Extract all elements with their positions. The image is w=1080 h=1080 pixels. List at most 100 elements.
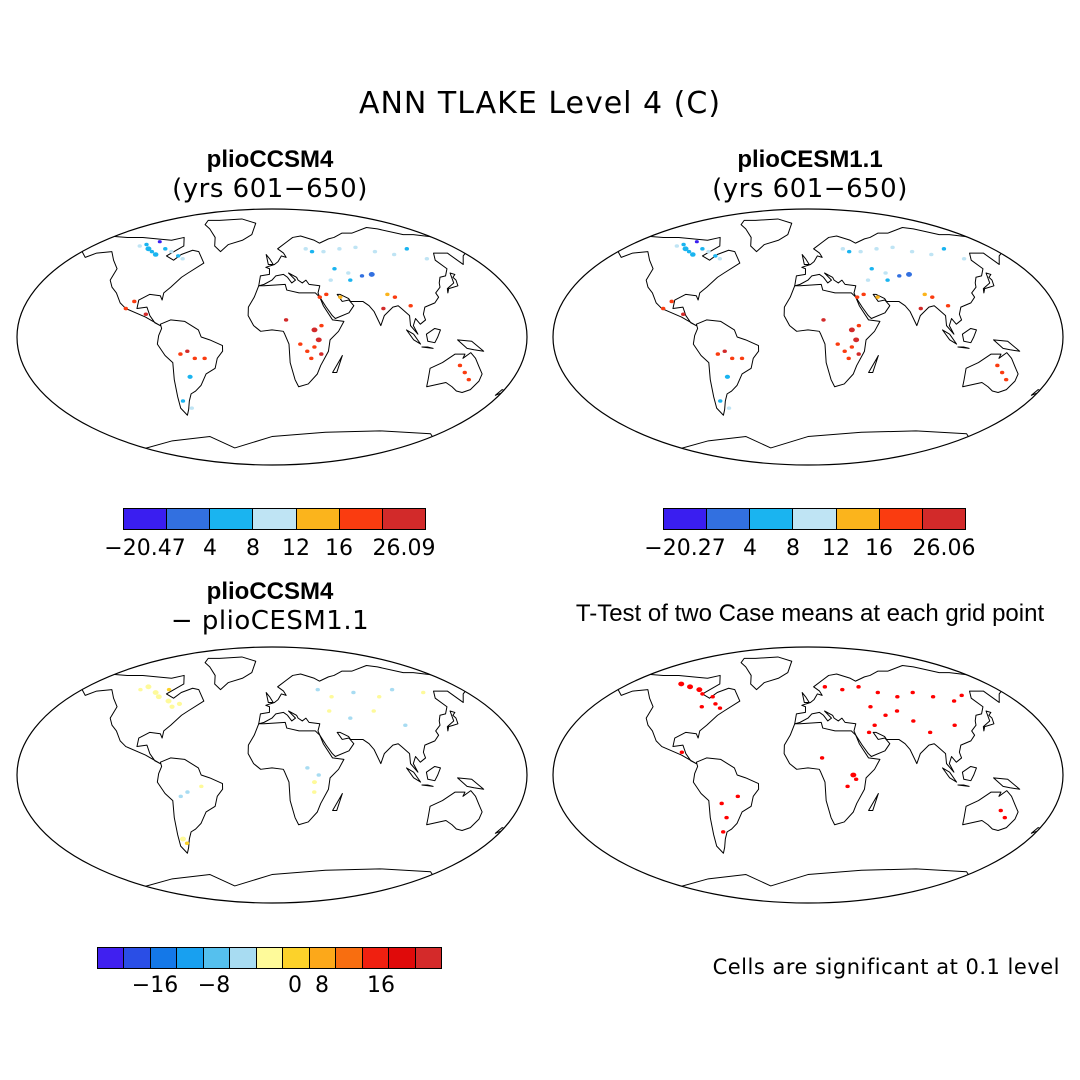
coastline (794, 664, 1005, 773)
coastline (639, 868, 977, 903)
coastline (993, 777, 1021, 790)
significance-note: Cells are significant at 0.1 level (712, 955, 1060, 979)
lake-cell (392, 295, 398, 299)
lake-cell (332, 266, 337, 271)
colorbar-swatch (922, 509, 965, 529)
lake-cell (391, 252, 397, 257)
lake-cell (328, 278, 333, 282)
panel-3-title: plioCCSM4 (206, 578, 334, 605)
colorbar-tick-label: −8 (197, 973, 231, 998)
lake-cell (424, 257, 430, 261)
lake-cell (909, 249, 915, 254)
lake-cell (312, 790, 317, 794)
colorbar-tick-label: 12 (282, 536, 310, 561)
map-frame (17, 647, 527, 903)
lake-cell (961, 257, 967, 261)
coastline (957, 784, 970, 787)
lake-cell (348, 716, 353, 720)
colorbar-tick-label: 8 (786, 536, 800, 561)
lake-cell (895, 695, 900, 699)
lake-cell (845, 784, 850, 789)
lake-cell (719, 801, 724, 806)
lake-cell (166, 687, 172, 692)
lake-cell (726, 406, 732, 410)
lake-cell (821, 318, 826, 322)
lake-cell (123, 306, 129, 311)
lake-cell (927, 730, 933, 735)
lake-cell (311, 327, 318, 333)
colorbar-tick-label: −20.27 (644, 536, 726, 561)
coastline (425, 327, 441, 344)
panel-3-map (16, 646, 528, 904)
lake-cell (457, 363, 463, 368)
panel-3-subtitle: − plioCESM1.1 (170, 606, 370, 636)
lake-cell (995, 363, 1000, 368)
coastline (639, 430, 977, 465)
coastline (421, 784, 434, 787)
lake-cell (706, 249, 711, 254)
colorbar-swatch (253, 509, 297, 529)
map-frame (553, 209, 1063, 465)
coastline (265, 692, 274, 703)
coastline (961, 327, 977, 344)
lake-cell (710, 695, 715, 699)
lake-cell (348, 278, 353, 282)
lake-cell (930, 695, 936, 699)
lake-cell (202, 356, 207, 361)
coastline (692, 757, 760, 854)
colorbar-swatch (203, 948, 231, 968)
coastline (405, 329, 422, 345)
lake-cell (359, 274, 365, 278)
lake-cell (189, 406, 194, 410)
coastline (425, 765, 441, 782)
lake-cell (305, 766, 310, 770)
lake-cell (840, 687, 845, 692)
coastline (617, 235, 741, 327)
colorbar-swatch (707, 509, 751, 529)
lake-cell (875, 690, 881, 695)
lake-cell (866, 730, 872, 735)
lake-cell (678, 681, 685, 687)
coastline (801, 692, 810, 703)
map-outline (552, 646, 1064, 904)
coastline (868, 792, 879, 812)
lake-cell (353, 245, 358, 250)
lake-cell (178, 352, 183, 356)
lake-cell (951, 699, 957, 703)
lake-cell (729, 356, 735, 361)
coastline (957, 346, 970, 349)
colorbar-swatch (336, 948, 363, 968)
lake-cell (185, 790, 190, 794)
colorbar-swatch (230, 948, 257, 968)
colorbar-tick-label: 26.09 (372, 536, 436, 561)
lake-cell (911, 719, 916, 723)
lake-cell (724, 815, 729, 820)
coastline (446, 710, 459, 732)
lake-cell (694, 240, 699, 244)
panel-4-map (552, 646, 1064, 904)
coastline (941, 329, 958, 345)
lake-cell (849, 345, 855, 349)
colorbar-swatch (415, 948, 442, 968)
colorbar-swatch (210, 509, 254, 529)
lake-cell (157, 240, 162, 244)
lake-cell (922, 292, 927, 297)
coastline (156, 319, 224, 416)
coastline (247, 721, 345, 826)
lake-cell (368, 272, 375, 277)
coastline (156, 757, 224, 854)
lake-cell (1002, 815, 1008, 820)
map-frame (553, 647, 1063, 903)
lake-cell (858, 249, 863, 254)
colorbar-swatch (382, 509, 425, 529)
lake-cell (713, 254, 718, 258)
lake-cell (316, 773, 321, 777)
panel-1-title: plioCCSM4 (206, 146, 334, 173)
lake-cell (327, 709, 332, 713)
coastline (405, 767, 422, 783)
colorbar-2 (663, 508, 966, 530)
colorbar-tick-label: 16 (367, 973, 395, 998)
lake-cell (303, 247, 308, 251)
lake-cell (874, 247, 879, 251)
coastline (982, 710, 995, 732)
